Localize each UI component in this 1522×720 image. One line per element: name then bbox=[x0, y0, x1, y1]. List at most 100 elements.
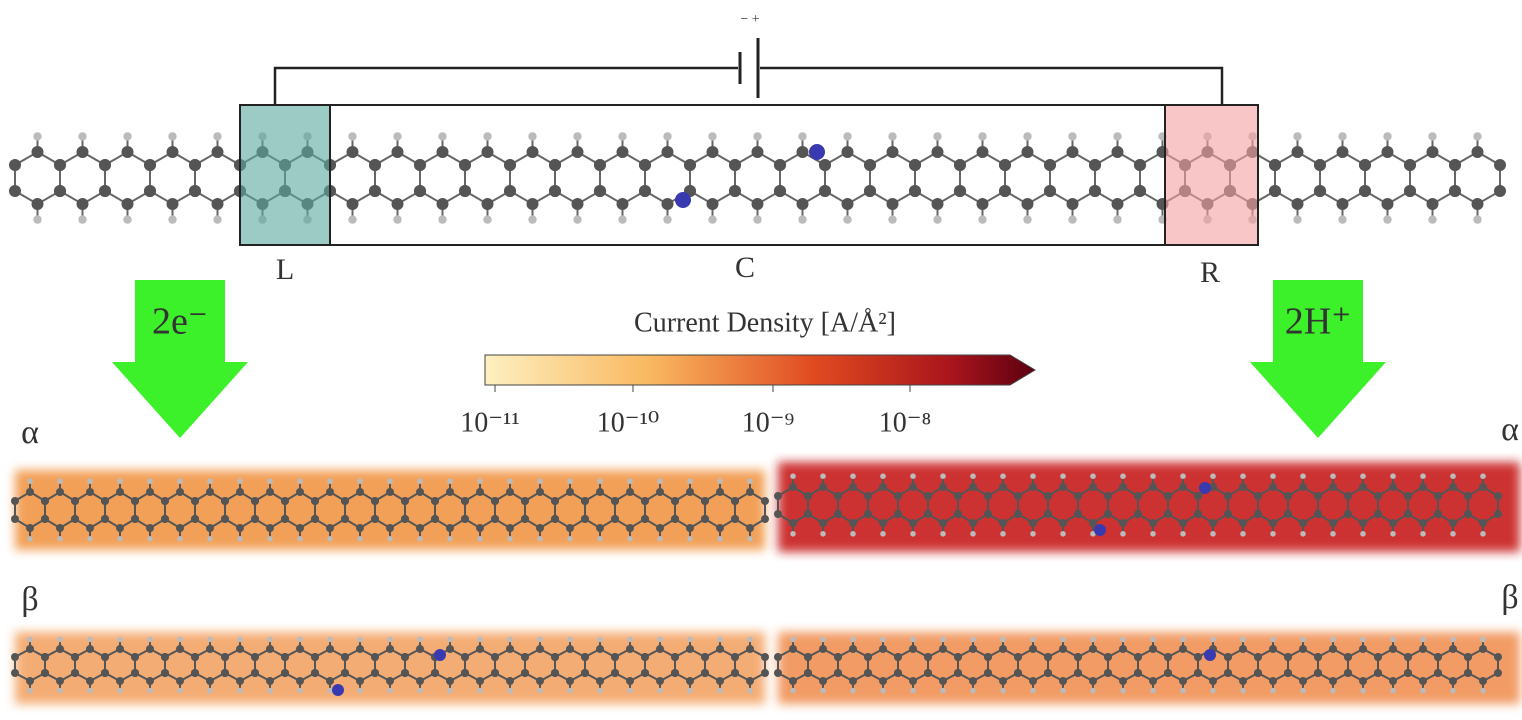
carbon-atom bbox=[551, 497, 559, 505]
hydrogen-atom bbox=[717, 687, 723, 694]
carbon-atom bbox=[1449, 159, 1461, 171]
hydrogen-atom bbox=[1060, 687, 1066, 694]
carbon-atom bbox=[1239, 677, 1247, 685]
carbon-atom bbox=[1074, 669, 1082, 677]
hydrogen-atom bbox=[168, 215, 177, 224]
carbon-atom bbox=[369, 159, 381, 171]
hydrogen-atom bbox=[357, 687, 363, 694]
carbon-atom bbox=[296, 645, 304, 653]
carbon-atom bbox=[144, 159, 156, 171]
carbon-atom bbox=[526, 198, 539, 210]
hydrogen-atom bbox=[618, 215, 627, 224]
carbon-atom bbox=[894, 669, 902, 677]
hydrogen-atom bbox=[910, 473, 916, 480]
carbon-atom bbox=[1059, 677, 1067, 685]
carbon-atom bbox=[954, 510, 962, 518]
carbon-atom bbox=[1419, 677, 1427, 685]
carbon-atom bbox=[71, 497, 79, 505]
carbon-atom bbox=[551, 669, 559, 677]
hydrogen-atom bbox=[910, 531, 916, 537]
arrow-label: 2e⁻ bbox=[152, 301, 208, 343]
hydrogen-atom bbox=[843, 215, 852, 224]
carbon-atom bbox=[189, 185, 201, 197]
carbon-atom bbox=[476, 677, 484, 685]
carbon-atom bbox=[1269, 483, 1277, 491]
carbon-atom bbox=[31, 198, 44, 210]
carbon-atom bbox=[819, 645, 827, 653]
hydrogen-atom bbox=[57, 687, 63, 694]
carbon-atom bbox=[1284, 653, 1292, 661]
carbon-atom bbox=[999, 483, 1007, 491]
carbon-atom bbox=[296, 488, 304, 496]
circuit-wire bbox=[273, 66, 1224, 105]
hydrogen-atom bbox=[267, 536, 273, 542]
carbon-atom bbox=[1344, 492, 1352, 500]
carbon-atom bbox=[161, 497, 169, 505]
hydrogen-atom bbox=[393, 215, 402, 224]
carbon-atom bbox=[1464, 653, 1472, 661]
carbon-atom bbox=[1426, 198, 1439, 210]
carbon-atom bbox=[1284, 669, 1292, 677]
carbon-atom bbox=[371, 515, 379, 523]
carbon-atom bbox=[1284, 492, 1292, 500]
carbon-atom bbox=[1299, 483, 1307, 491]
carbon-atom bbox=[1344, 510, 1352, 518]
carbon-atom bbox=[1344, 653, 1352, 661]
carbon-atom bbox=[1044, 492, 1052, 500]
hydrogen-atom bbox=[537, 536, 543, 542]
carbon-atom bbox=[706, 198, 719, 210]
carbon-atom bbox=[1381, 198, 1394, 210]
carbon-atom bbox=[1209, 519, 1217, 527]
carbon-atom bbox=[1359, 159, 1371, 171]
carbon-atom bbox=[131, 653, 139, 661]
carbon-atom bbox=[506, 677, 514, 685]
carbon-atom bbox=[11, 515, 19, 523]
carbon-atom bbox=[796, 198, 809, 210]
carbon-atom bbox=[414, 159, 426, 171]
carbon-atom bbox=[1449, 185, 1461, 197]
hydrogen-atom bbox=[327, 536, 333, 542]
carbon-atom bbox=[879, 677, 887, 685]
carbon-atom bbox=[401, 515, 409, 523]
carbon-atom bbox=[864, 669, 872, 677]
carbon-atom bbox=[54, 159, 66, 171]
hydrogen-atom bbox=[117, 687, 123, 694]
carbon-atom bbox=[864, 510, 872, 518]
carbon-atom bbox=[56, 524, 64, 532]
hydrogen-atom bbox=[57, 536, 63, 542]
carbon-atom bbox=[9, 185, 21, 197]
hydrogen-atom bbox=[657, 636, 663, 643]
carbon-atom bbox=[521, 515, 529, 523]
hydrogen-atom bbox=[297, 536, 303, 542]
panel-label: α bbox=[1501, 411, 1519, 448]
carbon-atom bbox=[1014, 653, 1022, 661]
carbon-atom bbox=[1149, 645, 1157, 653]
carbon-atom bbox=[526, 146, 539, 158]
hydrogen-atom bbox=[477, 478, 483, 485]
battery-polarity: − + bbox=[740, 12, 759, 27]
carbon-atom bbox=[596, 524, 604, 532]
hydrogen-atom bbox=[1480, 636, 1486, 643]
carbon-atom bbox=[1344, 669, 1352, 677]
carbon-atom bbox=[671, 653, 679, 661]
dopant-atom bbox=[434, 649, 446, 661]
carbon-atom bbox=[86, 677, 94, 685]
carbon-atom bbox=[594, 185, 606, 197]
hydrogen-atom bbox=[78, 132, 87, 141]
carbon-atom bbox=[9, 159, 21, 171]
carbon-atom bbox=[1029, 483, 1037, 491]
carbon-atom bbox=[506, 488, 514, 496]
carbon-atom bbox=[311, 653, 319, 661]
hydrogen-atom bbox=[327, 636, 333, 643]
carbon-atom bbox=[1404, 510, 1412, 518]
carbon-atom bbox=[969, 677, 977, 685]
carbon-atom bbox=[211, 146, 224, 158]
carbon-atom bbox=[1374, 492, 1382, 500]
hydrogen-atom bbox=[177, 536, 183, 542]
carbon-atom bbox=[804, 510, 812, 518]
carbon-atom bbox=[641, 669, 649, 677]
carbon-atom bbox=[1134, 510, 1142, 518]
hydrogen-atom bbox=[1068, 132, 1077, 141]
carbon-atom bbox=[1119, 519, 1127, 527]
carbon-atom bbox=[909, 483, 917, 491]
